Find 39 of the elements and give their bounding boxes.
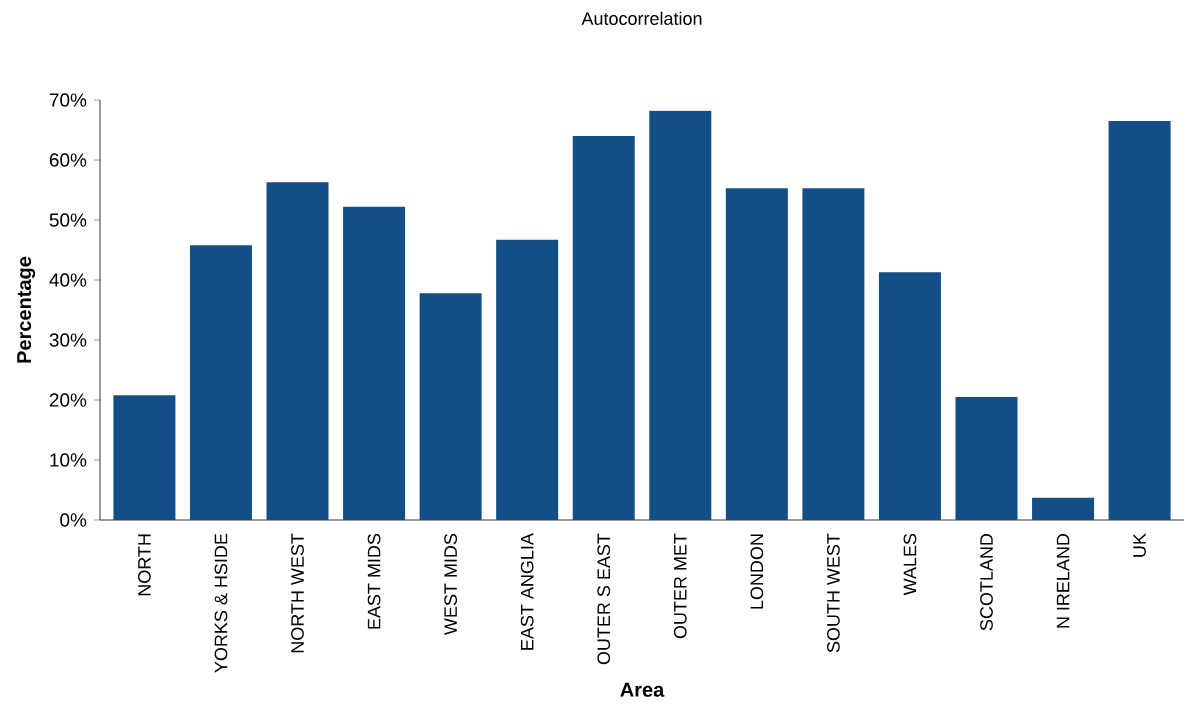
y-tick-label: 30% [49, 333, 87, 347]
x-tick-label: NORTH [138, 534, 151, 596]
x-tick-label: WALES [903, 533, 917, 596]
x-tick-label: UK [1133, 533, 1146, 557]
bar [725, 188, 788, 521]
bar [496, 239, 559, 521]
x-tick-label: EAST ANGLIA [520, 533, 534, 650]
bar [189, 245, 252, 521]
x-axis-title: Area [620, 682, 665, 697]
y-tick-label: 50% [49, 213, 87, 227]
x-tick-label: OUTER MET [673, 533, 687, 639]
chart-title: Autocorrelation [581, 11, 702, 25]
bar [878, 272, 941, 521]
x-tick-label: WEST MIDS [444, 533, 458, 635]
x-tick-label: EAST MIDS [367, 533, 381, 629]
y-tick-label: 0% [60, 513, 87, 527]
x-tick-label: NORTH WEST [291, 533, 304, 653]
y-axis-title: Percentage [17, 256, 36, 363]
bar [1032, 497, 1095, 521]
y-tick-label: 60% [49, 153, 87, 167]
x-tick-label: LONDON [750, 534, 764, 609]
x-tick-label: SOUTH WEST [827, 533, 840, 653]
x-tick-label: YORKS & HSIDE [214, 533, 228, 673]
bar [955, 397, 1018, 521]
x-tick-label: SCOTLAND [980, 533, 993, 631]
x-tick-label: N IRELAND [1056, 533, 1070, 628]
y-tick-label: 20% [49, 393, 87, 407]
x-tick-label: OUTER S EAST [597, 533, 611, 665]
y-tick-label: 10% [50, 453, 87, 467]
bar [113, 395, 176, 521]
bar [266, 182, 329, 521]
bar [1108, 121, 1171, 521]
bar [572, 136, 635, 521]
bar [802, 188, 865, 521]
y-tick-label: 70% [49, 93, 87, 107]
bar [419, 293, 482, 521]
y-tick-label: 40% [49, 273, 87, 287]
bar [343, 206, 406, 521]
bar [649, 110, 712, 521]
